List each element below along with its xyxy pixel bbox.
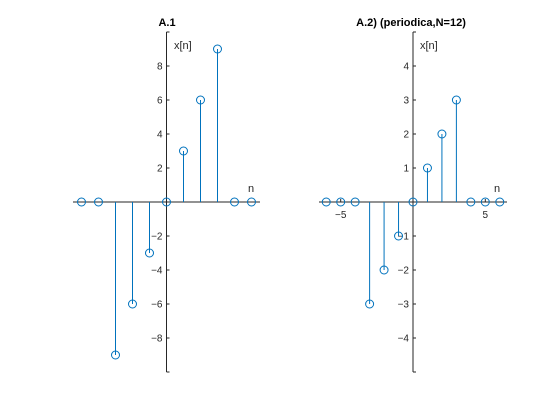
y-tick-label: −6 (151, 300, 163, 311)
subplot-a1: A.1 x[n] n −8 −6 −4 −2 2 4 6 8 (73, 17, 260, 373)
stem-marker (394, 231, 404, 241)
y-tick-label: −3 (398, 300, 410, 311)
stem-marker (111, 350, 120, 360)
stem-marker (495, 197, 505, 207)
x-tick-label: −5 (335, 210, 347, 221)
stem-marker (451, 95, 461, 105)
chart-title: A.2) (periodica,N=12) (356, 17, 466, 29)
y-tick-label: −4 (151, 266, 163, 277)
y-tick-label: −4 (398, 334, 410, 345)
y-tick-label: 4 (403, 62, 409, 73)
y-tick-label: 2 (157, 164, 163, 175)
subplot-a2-periodic: A.2) (periodica,N=12) x[n] n −4 −3 −2 −1 1 2 3… (319, 17, 507, 373)
stem-marker (77, 197, 86, 207)
x-axis-label: n (248, 183, 254, 195)
y-tick-label: 1 (403, 164, 409, 175)
stem-marker (466, 197, 476, 207)
stem-marker (179, 146, 188, 156)
stem-marker (365, 299, 375, 309)
stem-marker (247, 197, 256, 207)
y-tick-label: 2 (403, 130, 409, 141)
stem-marker (379, 265, 389, 275)
stem-marker (480, 197, 490, 207)
stem-marker (196, 95, 205, 105)
y-tick-label: 8 (157, 62, 163, 73)
y-tick-label: 3 (403, 96, 409, 107)
y-tick-label: −1 (398, 232, 410, 243)
chart-title: A.1 (158, 17, 175, 29)
stem-marker (128, 299, 137, 309)
y-tick-label: −2 (398, 266, 410, 277)
stem-marker (336, 197, 346, 207)
stem-marker (321, 197, 331, 207)
x-axis-label: n (494, 183, 500, 195)
stem-marker (350, 197, 360, 207)
stem-marker (230, 197, 239, 207)
y-tick-label: 6 (157, 96, 163, 107)
stem-marker (145, 248, 154, 258)
stem-marker (94, 197, 103, 207)
y-axis-label: x[n] (174, 40, 192, 52)
stem-marker (437, 129, 447, 139)
y-axis-label: x[n] (420, 40, 438, 52)
y-tick-label: 4 (157, 130, 163, 141)
stem-marker (162, 197, 171, 207)
stem-marker (408, 197, 418, 207)
stem-marker (213, 44, 222, 54)
stem-marker (422, 163, 432, 173)
y-tick-label: −2 (151, 232, 163, 243)
y-tick-label: −8 (151, 334, 163, 345)
x-tick-label: 5 (483, 210, 489, 221)
